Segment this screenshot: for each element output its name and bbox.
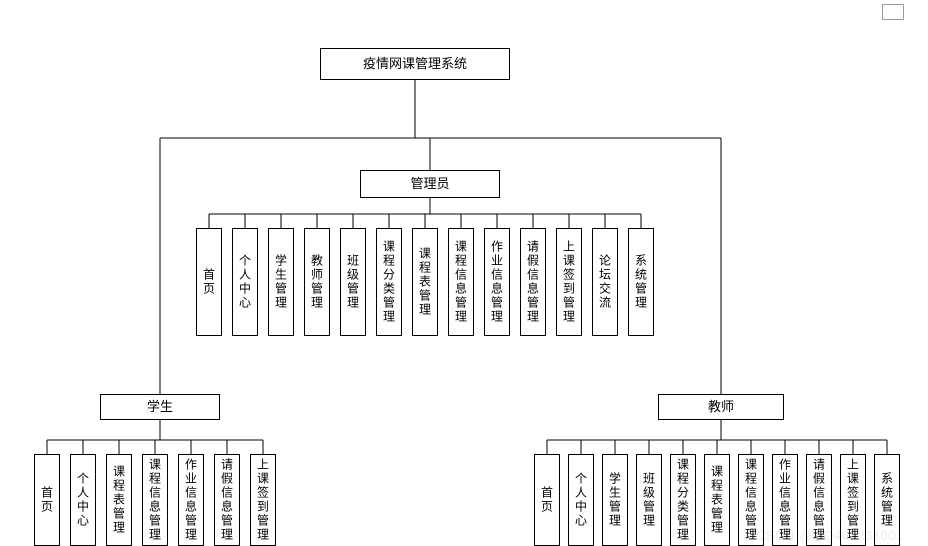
teacher-node: 教师	[658, 394, 784, 420]
admin-leaf-5: 课程分类管理	[376, 228, 402, 336]
admin-leaf-6: 课程表管理	[412, 228, 438, 336]
student-leaf-3: 课程信息管理	[142, 454, 168, 546]
student-leaf-2: 课程表管理	[106, 454, 132, 546]
student-leaf-6: 上课签到管理	[250, 454, 276, 546]
teacher-leaf-7: 作业信息管理	[772, 454, 798, 546]
teacher-leaf-5: 课程表管理	[704, 454, 730, 546]
root-node: 疫情网课管理系统	[320, 48, 510, 80]
admin-leaf-1: 个人中心	[232, 228, 258, 336]
admin-leaf-9: 请假信息管理	[520, 228, 546, 336]
admin-leaf-11: 论坛交流	[592, 228, 618, 336]
admin-leaf-2: 学生管理	[268, 228, 294, 336]
student-leaf-5: 请假信息管理	[214, 454, 240, 546]
corner-marker	[882, 4, 904, 20]
teacher-leaf-6: 课程信息管理	[738, 454, 764, 546]
admin-leaf-3: 教师管理	[304, 228, 330, 336]
student-leaf-1: 个人中心	[70, 454, 96, 546]
student-leaf-0: 首页	[34, 454, 60, 546]
admin-leaf-0: 首页	[196, 228, 222, 336]
teacher-leaf-2: 学生管理	[602, 454, 628, 546]
teacher-leaf-3: 班级管理	[636, 454, 662, 546]
student-node: 学生	[100, 394, 220, 420]
teacher-leaf-10: 系统管理	[874, 454, 900, 546]
admin-node: 管理员	[360, 170, 500, 198]
teacher-leaf-0: 首页	[534, 454, 560, 546]
student-leaf-4: 作业信息管理	[178, 454, 204, 546]
admin-leaf-8: 作业信息管理	[484, 228, 510, 336]
teacher-leaf-9: 上课签到管理	[840, 454, 866, 546]
teacher-leaf-8: 请假信息管理	[806, 454, 832, 546]
admin-leaf-4: 班级管理	[340, 228, 366, 336]
admin-leaf-12: 系统管理	[628, 228, 654, 336]
admin-leaf-7: 课程信息管理	[448, 228, 474, 336]
admin-leaf-10: 上课签到管理	[556, 228, 582, 336]
teacher-leaf-4: 课程分类管理	[670, 454, 696, 546]
teacher-leaf-1: 个人中心	[568, 454, 594, 546]
